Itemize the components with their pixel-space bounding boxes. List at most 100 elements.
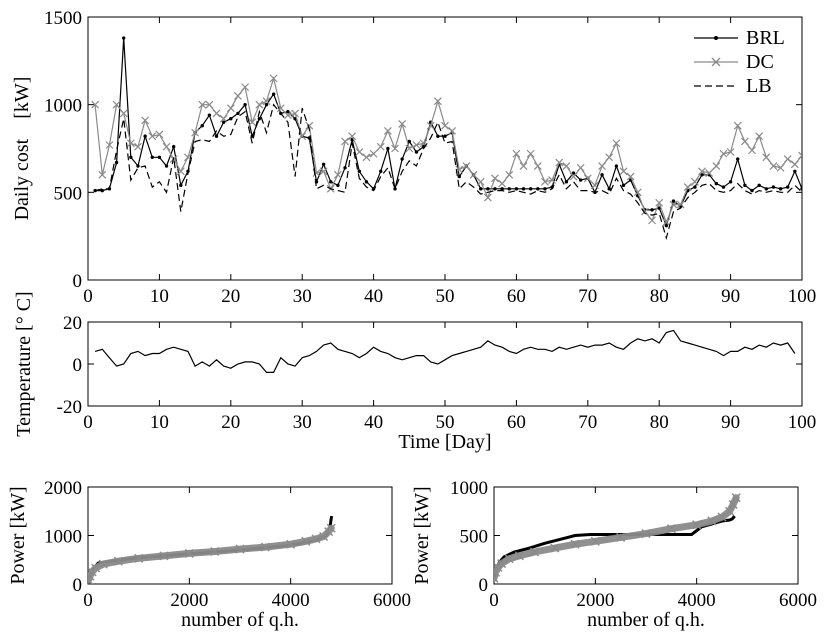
series-dc-point [248, 118, 257, 127]
series-dc-point [348, 132, 357, 141]
y-tick-label: 500 [54, 183, 83, 204]
x-tick-label: 40 [364, 286, 383, 307]
series-dc-point [305, 121, 314, 130]
series-dc-point [433, 97, 442, 106]
series-dc-point [555, 158, 564, 167]
series-dc-point [762, 153, 771, 162]
series-dc-point [184, 548, 194, 558]
series-dc-point [426, 121, 435, 130]
series-dc-point [550, 543, 560, 553]
series-brl-point [200, 124, 204, 128]
series-brl-point [543, 187, 547, 191]
legend-marker [714, 36, 718, 40]
x-tick-label: 6000 [779, 590, 817, 611]
series-brl-point [650, 208, 654, 212]
x-tick-label: 6000 [373, 590, 411, 611]
series-lb-line [94, 103, 802, 241]
series-dc-point [641, 529, 651, 539]
series-dc-point [159, 551, 169, 561]
series-dc-point [569, 172, 578, 181]
series-brl-point [486, 187, 490, 191]
series-dc-point [514, 551, 524, 561]
series-brl-point [179, 183, 183, 188]
series-dc-point [504, 554, 514, 564]
series-brl-point [728, 180, 733, 184]
y-tick-label: 0 [73, 355, 83, 376]
series-brl-point [414, 150, 419, 154]
series-brl-point [264, 102, 269, 107]
x-tick-label: 10 [150, 412, 169, 433]
x-axis-label: Time [Day] [398, 431, 491, 453]
series-dc-point [184, 153, 192, 162]
x-tick-label: 80 [650, 286, 669, 307]
series-dc-point [755, 132, 764, 141]
series-brl-point [778, 187, 783, 191]
series-brl-point [386, 146, 390, 151]
series-dc-point [286, 539, 296, 549]
series-dc-point [260, 542, 270, 552]
series-dc-point [725, 506, 735, 516]
series-brl-point [236, 111, 240, 116]
series-dc-point [728, 499, 738, 509]
series-brl-point [171, 145, 176, 149]
series-brl-point [614, 164, 619, 168]
y-tick-label: 0 [73, 575, 83, 596]
series-dc-point [155, 130, 164, 139]
y-tick-label: 1000 [44, 96, 82, 117]
series-dc-point [276, 104, 285, 113]
series-brl-point [221, 120, 226, 124]
series-brl-point [357, 169, 362, 173]
series-dc-point [376, 142, 385, 151]
x-tick-label: 2000 [170, 590, 208, 611]
y-tick-label: 500 [460, 527, 489, 548]
series-dc-point [362, 153, 371, 162]
series-brl-point [693, 185, 697, 189]
series-dc-point [798, 151, 802, 160]
x-tick-label: 90 [721, 412, 740, 433]
series-dc-point [562, 162, 571, 170]
series-dc-point [126, 139, 135, 148]
series-dc-point [176, 167, 185, 176]
chart-daily-cost: 0 10 20 30 40 50 60 70 80 90 100050010001500Daily … [11, 8, 816, 307]
series-brl-point [436, 134, 440, 138]
series-dc-point [616, 532, 626, 542]
series-brl-point [571, 171, 576, 175]
x-tick-label: 60 [507, 412, 526, 433]
series-dc-point [505, 170, 514, 179]
x-tick-label: 20 [221, 412, 240, 433]
series-dc-point [226, 104, 235, 113]
series-dc-point [494, 567, 501, 577]
series-dc-point [112, 100, 121, 109]
series-dc-point [783, 155, 792, 163]
series-dc-point [283, 111, 292, 120]
y-axis-label: Power [kW] [411, 486, 433, 584]
series-dc-point [113, 556, 123, 566]
x-tick-label: 50 [436, 412, 455, 433]
series-dc-point [731, 493, 741, 503]
x-tick-label: 70 [578, 412, 597, 433]
series-dc-line [494, 494, 740, 582]
series-dc-point [198, 100, 207, 109]
series-dc-line [88, 524, 335, 584]
series-dc-point [369, 149, 378, 158]
series-dc-point [269, 74, 278, 83]
series-dc-point [733, 121, 742, 130]
series-dc-point [98, 170, 107, 179]
series-brl-point [143, 134, 147, 138]
series-brl-point [257, 116, 262, 121]
series-dc-point [91, 563, 101, 573]
x-tick-label: 90 [721, 286, 740, 307]
plot-area [88, 515, 336, 584]
series-dc-point [692, 520, 702, 530]
y-tick-label: 0 [479, 575, 489, 596]
series-brl-point [736, 157, 740, 161]
series-dc-point [319, 167, 328, 176]
series-dc-point [676, 200, 685, 209]
series-brl-point [657, 206, 661, 210]
series-brl-point [600, 173, 604, 177]
series-brl-point [207, 113, 212, 117]
series-brl-point [400, 157, 404, 161]
series-brl-point [721, 185, 726, 189]
